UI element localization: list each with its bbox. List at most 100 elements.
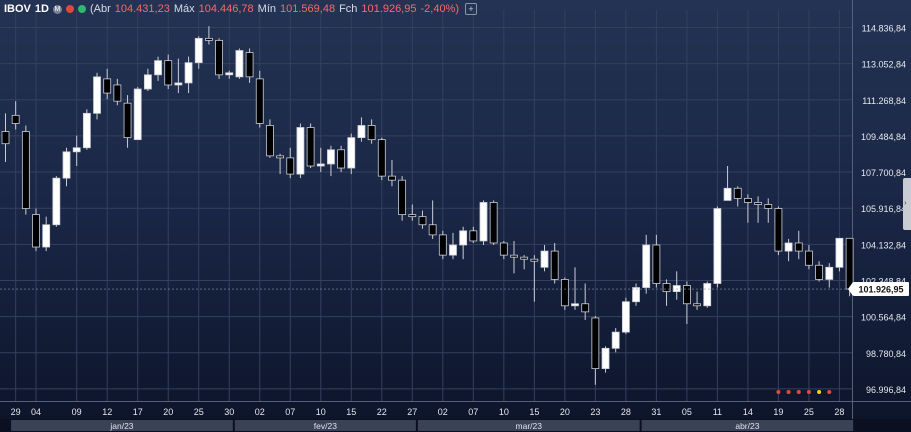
candle [703, 281, 712, 308]
candle [805, 245, 813, 270]
open-label: Abr [93, 3, 111, 15]
add-indicator-button[interactable]: + [465, 3, 478, 15]
candle-body [754, 202, 762, 205]
event-marker [776, 390, 781, 394]
candle-body [398, 179, 407, 216]
symbol-label[interactable]: IBOV [4, 3, 31, 15]
candle [621, 297, 630, 335]
candle [266, 119, 274, 158]
candle [286, 147, 295, 179]
close-value: 101.926,95 [361, 3, 417, 15]
candle-body [143, 74, 152, 90]
candle-body [469, 230, 478, 242]
candle-body [428, 224, 437, 236]
y-tick-label: 102.348,84 [861, 276, 906, 286]
market-badge-icon: M [52, 4, 62, 14]
candle [601, 346, 610, 373]
candle-body [805, 250, 813, 266]
candle [103, 68, 112, 100]
candle-body [52, 177, 61, 226]
candle-body [825, 266, 834, 280]
candle [713, 206, 722, 288]
y-tick-label: 96.996,84 [866, 385, 906, 395]
x-tick-label: 10 [499, 407, 509, 417]
candle-body [296, 127, 305, 175]
candle [764, 198, 773, 223]
event-marker [806, 390, 811, 394]
y-tick-label: 111.268,84 [862, 96, 906, 106]
candle-body [418, 216, 427, 226]
candle-body [215, 39, 223, 76]
candle [835, 237, 844, 272]
candle-body [306, 127, 315, 167]
candle-body [235, 50, 244, 78]
candle-body [672, 285, 681, 293]
y-tick-label: 107.700,84 [861, 168, 906, 178]
x-tick-label: 27 [407, 407, 417, 417]
candle-body [774, 208, 783, 252]
month-label: jan/23 [109, 421, 133, 431]
candle [215, 38, 223, 79]
candle [123, 95, 132, 148]
month-segment [234, 420, 416, 431]
candle [662, 279, 671, 306]
candle [11, 101, 20, 130]
candle [367, 119, 376, 144]
candle [520, 255, 529, 270]
y-tick-label: 113.052,84 [862, 60, 906, 70]
status-red-dot-icon [65, 5, 74, 13]
candle [337, 145, 346, 173]
x-tick-label: 22 [377, 407, 387, 417]
candle-body [42, 224, 51, 248]
candle [133, 86, 142, 141]
candle [357, 117, 366, 142]
event-marker [786, 390, 791, 394]
candle-body [184, 62, 193, 84]
event-marker [827, 390, 832, 394]
candle [784, 238, 793, 262]
candle [682, 281, 691, 325]
month-label: mar/23 [516, 421, 543, 431]
scroll-handle[interactable]: › [903, 178, 911, 230]
candle-body [479, 202, 488, 242]
candle [794, 230, 803, 260]
chevron-right-icon: › [904, 198, 907, 207]
candle [560, 277, 569, 310]
candle [744, 194, 752, 223]
candle-body [815, 264, 823, 280]
change-value: -2,40% [420, 3, 456, 15]
candle-body [82, 112, 91, 149]
candle-body [113, 84, 122, 102]
last-price-tag-label: 101.926,95 [858, 285, 903, 295]
candle-body [621, 301, 630, 333]
candle [93, 72, 101, 120]
candle-body [662, 283, 671, 293]
timeframe-label[interactable]: 1D [34, 3, 49, 15]
candle [377, 137, 386, 181]
x-tick-label: 14 [743, 407, 753, 417]
x-tick-label: 17 [133, 407, 143, 417]
candle-body [611, 331, 620, 349]
candle [174, 58, 183, 94]
candle [652, 234, 661, 288]
candle [82, 109, 91, 150]
candle [32, 208, 40, 252]
high-value: 104.446,78 [198, 3, 254, 15]
candle-body [560, 279, 569, 307]
x-tick-label: 02 [255, 407, 265, 417]
candle [408, 204, 417, 221]
candle [733, 186, 742, 207]
x-tick-label: 25 [804, 407, 814, 417]
candle-body [733, 187, 742, 199]
candle [530, 255, 539, 302]
time-axis: 29 04 09 12 17 20 25 30 02 07 10 15 22 27 02 07 10 15 20 23… [0, 407, 911, 432]
high-label: Máx [173, 3, 195, 15]
x-tick-label: 20 [163, 407, 173, 417]
candle [327, 145, 335, 177]
open-value: 104.431,23 [114, 3, 170, 15]
candle [143, 68, 152, 92]
candle [550, 242, 559, 284]
x-tick-label: 15 [346, 407, 356, 417]
